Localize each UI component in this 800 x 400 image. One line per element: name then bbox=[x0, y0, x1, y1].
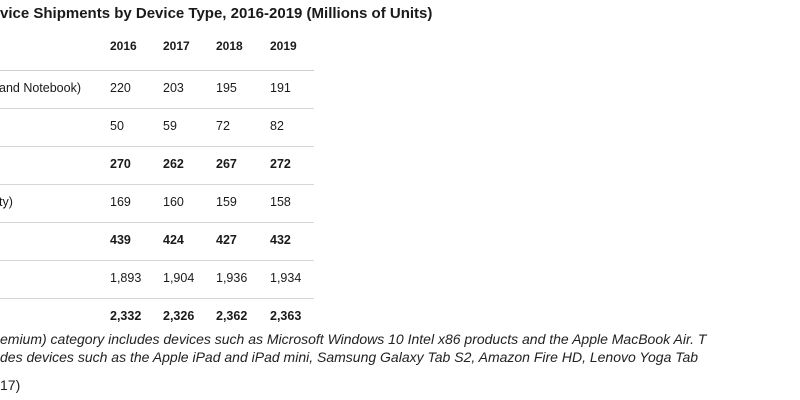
cell-2016: 50 bbox=[110, 119, 124, 133]
cell-2016: 1,893 bbox=[110, 271, 142, 285]
cell-2016: 2,332 bbox=[110, 309, 142, 323]
table-row: 2,332 2,326 2,362 2,363 bbox=[0, 299, 314, 336]
cell-2018: 159 bbox=[216, 195, 237, 209]
cell-2017: 424 bbox=[163, 233, 184, 247]
column-header-2017: 2017 bbox=[163, 39, 190, 53]
cell-2018: 72 bbox=[216, 119, 230, 133]
cell-2017: 59 bbox=[163, 119, 177, 133]
cell-2019: 191 bbox=[270, 81, 291, 95]
table-body: and Notebook) 220 203 195 191 50 59 72 82 270 262 2… bbox=[0, 71, 314, 336]
cell-2018: 427 bbox=[216, 233, 237, 247]
cell-2019: 82 bbox=[270, 119, 284, 133]
cell-2019: 272 bbox=[270, 157, 291, 171]
table-row: and Notebook) 220 203 195 191 bbox=[0, 71, 314, 109]
row-label: ty) bbox=[0, 195, 13, 209]
table-row: 439 424 427 432 bbox=[0, 223, 314, 261]
cell-2017: 2,326 bbox=[163, 309, 195, 323]
shipments-table: 2016 2017 2018 2019 and Notebook) 220 203 1… bbox=[0, 30, 314, 336]
cell-2019: 432 bbox=[270, 233, 291, 247]
cell-2017: 203 bbox=[163, 81, 184, 95]
table-row: ty) 169 160 159 158 bbox=[0, 185, 314, 223]
table-header-row: 2016 2017 2018 2019 bbox=[0, 30, 314, 71]
cell-2018: 267 bbox=[216, 157, 237, 171]
cell-2016: 220 bbox=[110, 81, 131, 95]
cell-2018: 1,936 bbox=[216, 271, 248, 285]
source-note: 17) bbox=[0, 377, 21, 393]
table-row: 1,893 1,904 1,936 1,934 bbox=[0, 261, 314, 299]
cell-2016: 270 bbox=[110, 157, 131, 171]
cell-2019: 1,934 bbox=[270, 271, 302, 285]
cell-2016: 169 bbox=[110, 195, 131, 209]
cell-2019: 2,363 bbox=[270, 309, 302, 323]
footnote-line-1: emium) category includes devices such as… bbox=[0, 331, 707, 347]
footnote-line-2: des devices such as the Apple iPad and i… bbox=[0, 349, 699, 365]
column-header-2019: 2019 bbox=[270, 39, 297, 53]
cell-2018: 2,362 bbox=[216, 309, 248, 323]
column-header-2018: 2018 bbox=[216, 39, 243, 53]
cell-2017: 1,904 bbox=[163, 271, 195, 285]
table-row: 270 262 267 272 bbox=[0, 147, 314, 185]
column-header-2016: 2016 bbox=[110, 39, 137, 53]
cell-2016: 439 bbox=[110, 233, 131, 247]
cell-2018: 195 bbox=[216, 81, 237, 95]
cell-2019: 158 bbox=[270, 195, 291, 209]
row-label: and Notebook) bbox=[0, 81, 82, 95]
cell-2017: 262 bbox=[163, 157, 184, 171]
table-row: 50 59 72 82 bbox=[0, 109, 314, 147]
cell-2017: 160 bbox=[163, 195, 184, 209]
table-title: vice Shipments by Device Type, 2016-2019… bbox=[0, 5, 433, 22]
